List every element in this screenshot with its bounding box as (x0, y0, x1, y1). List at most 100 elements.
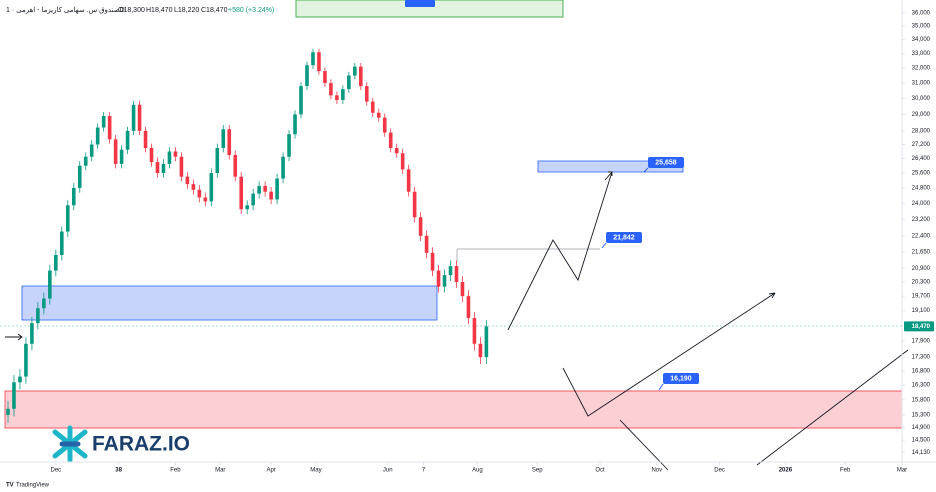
candle-body (353, 66, 357, 76)
candle-body (454, 266, 459, 283)
candle-body (65, 205, 70, 232)
candle-body (287, 134, 291, 157)
y-tick-label: 35,000 (912, 24, 931, 30)
x-tick-label: 7 (422, 468, 426, 474)
candle-body (412, 191, 417, 218)
candle-body (394, 147, 399, 154)
candle-body (125, 130, 130, 150)
y-tick-label: 14,900 (912, 425, 931, 431)
y-tick-label: 24,000 (912, 201, 931, 207)
annotation-box (663, 373, 699, 384)
annotation-pointer (643, 167, 649, 173)
x-tick-label: Jun (383, 468, 393, 474)
y-tick-label: 31,000 (912, 81, 931, 87)
y-tick-label: 19,700 (912, 294, 931, 300)
candle-body (233, 154, 238, 177)
candle-body (341, 89, 345, 101)
candle-body (95, 127, 100, 145)
red-zone (4, 390, 903, 429)
zone-tag (405, 0, 435, 7)
annotation-box (606, 232, 642, 243)
y-tick-label: 14,500 (912, 438, 931, 444)
candle-body (388, 132, 393, 148)
candle-body (299, 86, 303, 115)
annotation-pointer (601, 242, 607, 249)
candle-body (143, 130, 148, 148)
y-tick-label: 22,400 (912, 233, 931, 239)
candle-body (406, 169, 411, 192)
candle-body (245, 205, 249, 210)
arrow-head (604, 171, 613, 181)
candle-body (215, 147, 220, 173)
candle-body (364, 86, 369, 102)
green-zone (295, 0, 564, 18)
candle-body (335, 95, 339, 101)
x-tick-label: Feb (170, 468, 181, 474)
candle-body (400, 153, 405, 170)
y-tick-label: 20,300 (912, 280, 931, 286)
candle-body (370, 101, 375, 113)
x-tick-label: Nov (651, 468, 662, 474)
candle-body (24, 343, 28, 377)
ohlc-open: O18,300 (118, 7, 145, 14)
candle-body (30, 323, 34, 344)
candle-body (436, 270, 441, 287)
annotation-pointer (658, 383, 664, 391)
candle-body (323, 71, 327, 84)
y-tick-label: 20,900 (912, 266, 931, 272)
arrow-head (768, 292, 776, 299)
x-tick-label: Dec (714, 468, 725, 474)
symbol-title: صندوق س. سهامی کاریزما - اهرمی · 1D (6, 6, 125, 14)
candle-body (83, 156, 88, 166)
x-tick-label: May (310, 468, 321, 474)
arrow-head (17, 333, 23, 341)
candle-body (60, 231, 64, 256)
candle-body (448, 266, 453, 276)
ohlc-high: H18,470 (146, 7, 173, 14)
candle-body (484, 326, 489, 358)
candle-body (173, 151, 178, 157)
candle-body (48, 270, 52, 299)
candle-body (209, 172, 214, 202)
y-tick-label: 26,400 (912, 156, 931, 162)
candle-body (221, 129, 226, 148)
x-tick-label: Dec (50, 468, 61, 474)
candle-body (329, 83, 333, 96)
x-tick-label: Mar (215, 468, 225, 474)
y-tick-label: 29,000 (912, 112, 931, 118)
candle-body (131, 104, 136, 131)
candle-body (418, 217, 423, 236)
candle-body (227, 129, 232, 155)
y-tick-label: 17,900 (912, 339, 931, 345)
y-tick-label: 30,000 (912, 96, 931, 102)
y-tick-label: 16,300 (912, 383, 931, 389)
candle-body (197, 189, 202, 198)
candle-body (305, 65, 309, 87)
candle-body (257, 186, 261, 194)
y-tick-label: 15,300 (912, 412, 931, 418)
annotation-label: 25,658 (655, 159, 677, 166)
projection-path (562, 292, 776, 417)
x-tick-label: Mar (897, 468, 907, 474)
candle-body (54, 255, 58, 271)
candle-body (149, 147, 154, 163)
candle-body (119, 149, 124, 164)
watermark: FARAZ.IO (92, 433, 190, 456)
y-tick-label: 14,130 (912, 450, 931, 456)
projection-path (756, 349, 909, 466)
candle-body (442, 275, 447, 287)
footer-brand: TradingView (16, 483, 50, 489)
candle-body (42, 298, 46, 309)
y-tick-label: 33,000 (912, 51, 931, 57)
x-tick-label: Aug (472, 468, 483, 474)
ohlc-close: C18,470 (201, 7, 228, 14)
candle-body (424, 235, 429, 253)
candle-body (71, 187, 76, 206)
last-price-label: 18,470 (912, 324, 931, 330)
candle-body (137, 104, 142, 131)
y-tick-label: 36,000 (912, 10, 931, 16)
y-tick-label: 32,000 (912, 66, 931, 72)
x-tick-label: 2026 (779, 468, 793, 474)
candle-body (251, 193, 255, 206)
